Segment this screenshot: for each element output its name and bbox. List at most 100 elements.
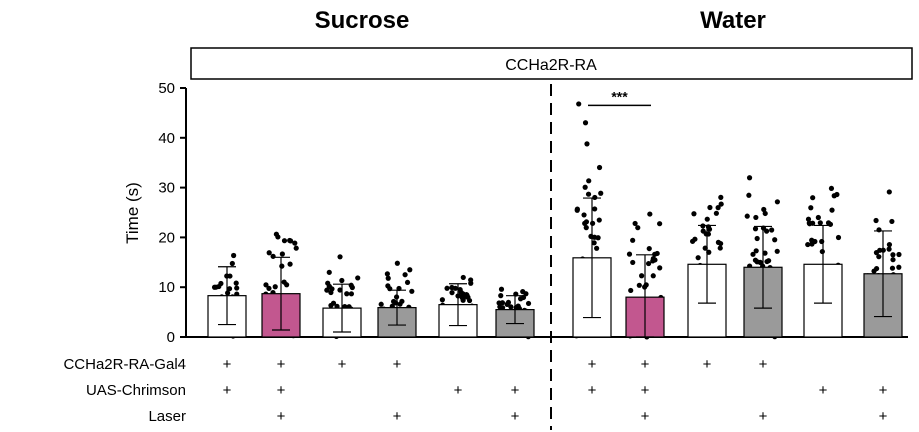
data-point — [498, 286, 505, 292]
data-point — [227, 273, 233, 279]
data-point — [592, 206, 598, 212]
genotype-banner-label: CCHa2R-RA — [505, 57, 597, 74]
data-point — [717, 245, 723, 251]
genotype-row-label: UAS-Chrimson — [86, 382, 186, 399]
genotype-mark: + — [511, 382, 520, 399]
data-point — [234, 285, 240, 291]
data-point — [384, 271, 390, 277]
data-point — [581, 212, 587, 218]
data-point — [762, 210, 768, 217]
data-point — [590, 220, 596, 226]
data-point — [263, 282, 269, 288]
data-point — [574, 207, 580, 213]
y-tick-label: 40 — [158, 130, 175, 147]
genotype-mark: + — [277, 382, 286, 399]
data-point — [496, 300, 502, 306]
data-point — [231, 252, 237, 259]
data-point — [344, 291, 350, 297]
data-point — [385, 283, 391, 289]
data-point — [281, 238, 288, 244]
group-title-sucrose: Sucrose — [315, 7, 410, 34]
data-point — [886, 242, 893, 248]
data-point — [718, 240, 724, 247]
data-point — [582, 184, 588, 190]
data-points — [208, 101, 902, 340]
genotype-mark: + — [641, 408, 650, 425]
data-point — [817, 220, 823, 226]
data-point — [808, 205, 814, 211]
data-point — [576, 101, 582, 107]
data-point — [326, 269, 332, 275]
data-point — [287, 261, 293, 267]
data-point — [233, 280, 239, 286]
data-point — [652, 257, 658, 263]
data-point — [272, 284, 278, 290]
data-point — [337, 287, 343, 293]
data-point — [449, 290, 455, 296]
data-point — [598, 190, 604, 196]
genotype-mark: + — [393, 356, 402, 373]
data-point — [805, 241, 811, 248]
data-point — [713, 210, 719, 216]
data-point — [639, 273, 645, 279]
data-point — [394, 260, 400, 266]
y-tick-label: 0 — [167, 329, 175, 346]
data-point — [652, 251, 658, 257]
data-point — [583, 225, 589, 231]
data-point — [275, 234, 281, 240]
data-point — [449, 284, 455, 291]
data-point — [815, 214, 821, 221]
data-point — [890, 257, 896, 263]
data-point — [525, 300, 532, 307]
data-point — [772, 237, 778, 243]
data-point — [444, 285, 450, 291]
data-point — [505, 299, 512, 306]
data-point — [378, 301, 384, 307]
data-point — [626, 251, 633, 257]
data-point — [762, 250, 768, 256]
genotype-row-label: Laser — [148, 408, 186, 425]
data-point — [325, 280, 331, 286]
data-point — [409, 288, 415, 294]
data-point — [703, 231, 709, 237]
data-point — [657, 221, 663, 227]
data-point — [876, 254, 882, 260]
data-point — [499, 305, 506, 311]
data-point — [715, 205, 721, 211]
data-point — [828, 185, 835, 192]
genotype-mark: + — [511, 408, 520, 425]
data-point — [704, 216, 710, 222]
data-point — [753, 248, 759, 254]
data-point — [876, 227, 882, 233]
data-point — [596, 164, 603, 171]
genotype-mark: + — [454, 382, 463, 399]
data-point — [281, 279, 287, 285]
data-point — [397, 301, 403, 307]
data-point — [657, 265, 663, 271]
genotype-mark: + — [277, 356, 286, 373]
genotype-banner-box — [190, 47, 913, 80]
data-point — [890, 252, 896, 258]
data-point — [754, 235, 760, 242]
data-point — [635, 225, 641, 231]
genotype-table: CCHa2R-RA-Gal4 + + + + + + + + UAS-Chrimson + + + + + +… — [63, 356, 887, 425]
genotype-mark: + — [759, 408, 768, 425]
data-point — [591, 234, 598, 240]
data-point — [591, 240, 597, 246]
data-point — [753, 214, 759, 221]
data-point — [886, 189, 892, 195]
data-point — [774, 248, 780, 254]
data-point — [774, 199, 780, 205]
data-point — [769, 227, 775, 233]
data-point — [827, 221, 834, 227]
data-point — [218, 280, 224, 287]
data-point — [466, 297, 473, 304]
data-point — [270, 253, 276, 259]
data-point — [279, 251, 285, 257]
data-point — [348, 282, 354, 288]
data-point — [229, 260, 235, 267]
group-title-water: Water — [700, 7, 766, 34]
data-point — [873, 217, 879, 224]
data-point — [754, 259, 760, 265]
